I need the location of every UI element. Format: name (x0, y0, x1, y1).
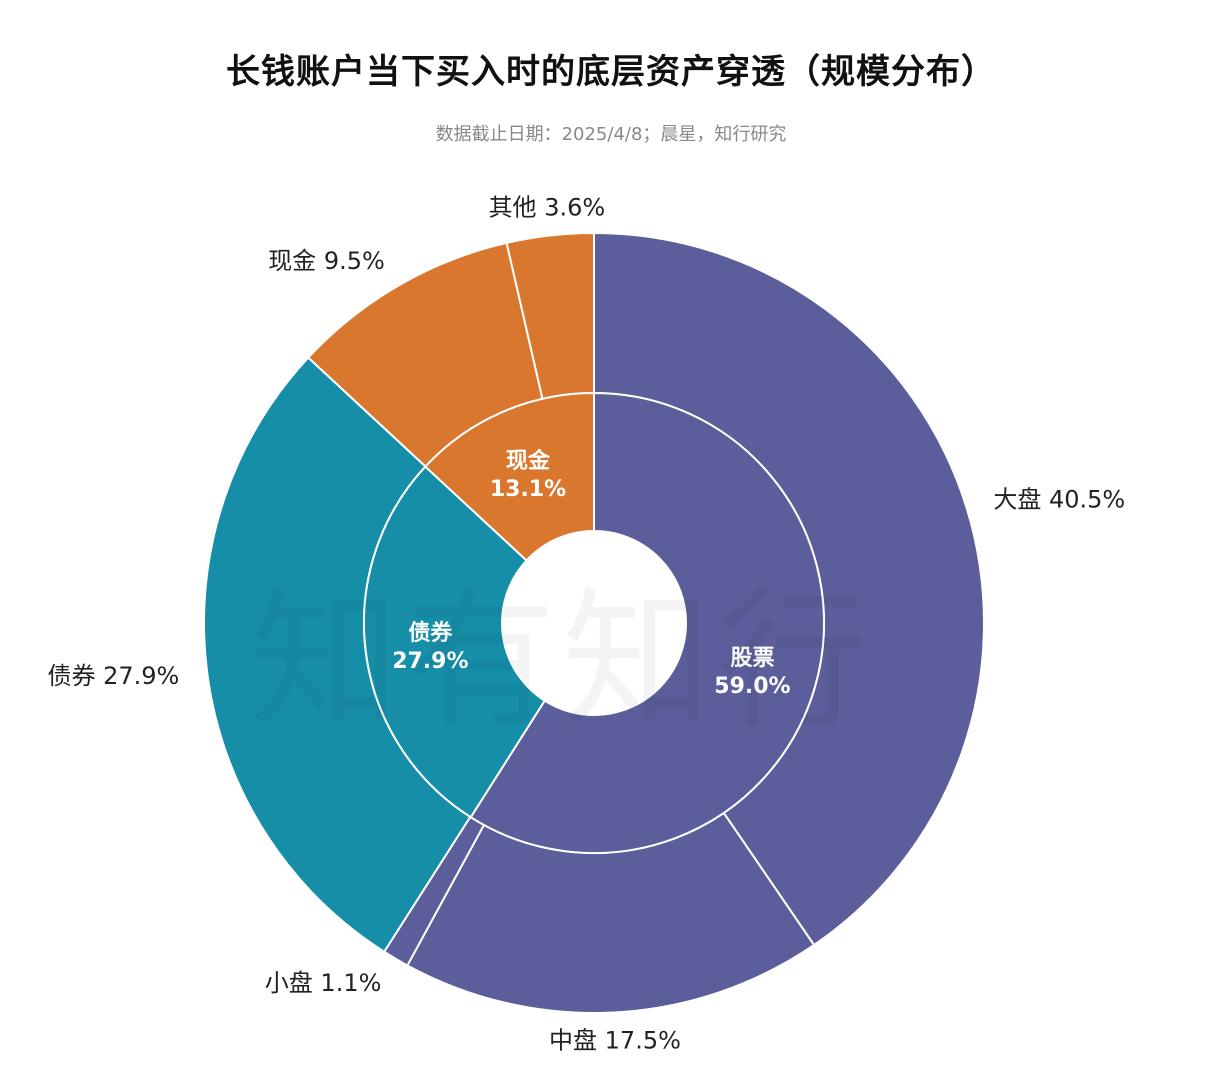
inner-label-value-1: 27.9% (392, 649, 468, 674)
inner-label-name-2: 现金 (506, 448, 551, 474)
center-hole (502, 531, 686, 715)
labels-layer: 股票 59.0% 债券 27.9% 现金 13.1% 大盘 40.5% 中盘 17.5% 小盘 … (47, 194, 1125, 1055)
chart-title: 长钱账户当下买入时的底层资产穿透（规模分布） (226, 52, 996, 92)
inner-label-value-0: 59.0% (714, 674, 790, 699)
inner-label-name-0: 股票 (730, 646, 774, 671)
inner-label-value-2: 13.1% (490, 477, 566, 502)
outer-label-5: 其他 3.6% (489, 194, 606, 222)
watermark: 知有知行 (250, 540, 874, 757)
outer-label-2: 小盘 1.1% (265, 969, 382, 997)
outer-label-1: 中盘 17.5% (549, 1026, 681, 1054)
outer-ring (203, 231, 985, 1014)
outer-label-0: 大盘 40.5% (993, 486, 1125, 514)
outer-label-3: 债券 27.9% (47, 662, 179, 690)
inner-label-name-1: 债券 (408, 620, 453, 646)
outer-label-4: 现金 9.5% (268, 247, 385, 275)
chart-subtitle: 数据截止日期：2025/4/8；晨星，知行研究 (435, 124, 787, 145)
